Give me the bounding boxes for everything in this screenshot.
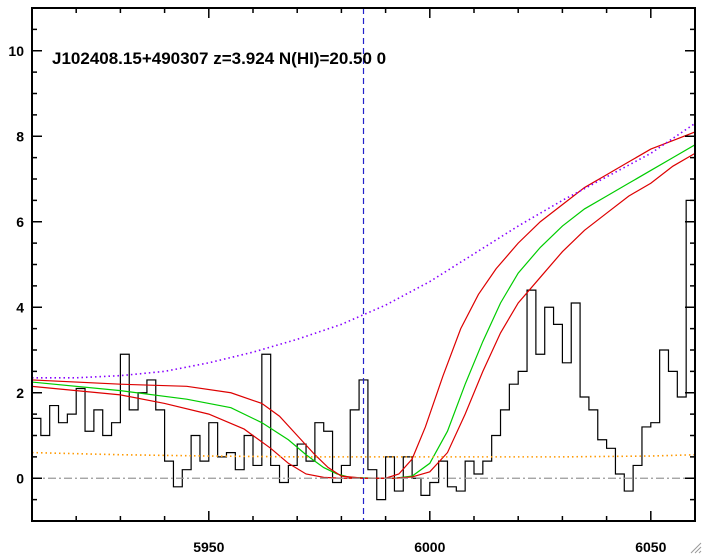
voigt-fit-line [32, 144, 695, 479]
chart-title: J102408.15+490307 z=3.924 N(HI)=20.50 0 [52, 49, 386, 68]
voigt-lower-bound-line [32, 152, 695, 479]
x-tick-label: 6000 [414, 539, 445, 555]
plot-frame [31, 7, 696, 522]
y-tick-label: 0 [16, 470, 24, 486]
y-tick-label: 2 [16, 385, 24, 401]
y-tick-label: 10 [8, 43, 24, 59]
x-tick-label: 6050 [635, 539, 666, 555]
resize-grip-icon[interactable] [690, 542, 702, 554]
axis-ticks-layer: 5950 6000 6050 0 2 4 6 8 10 [8, 7, 696, 555]
error-dotted-line [32, 451, 695, 458]
y-tick-label: 6 [16, 214, 24, 230]
continuum-dotted-line [32, 122, 695, 379]
voigt-upper-bound-line [32, 131, 695, 479]
chart-series-layer [32, 8, 695, 521]
x-tick-label: 5950 [193, 539, 224, 555]
y-tick-label: 8 [16, 128, 24, 144]
y-tick-label: 4 [16, 299, 24, 315]
